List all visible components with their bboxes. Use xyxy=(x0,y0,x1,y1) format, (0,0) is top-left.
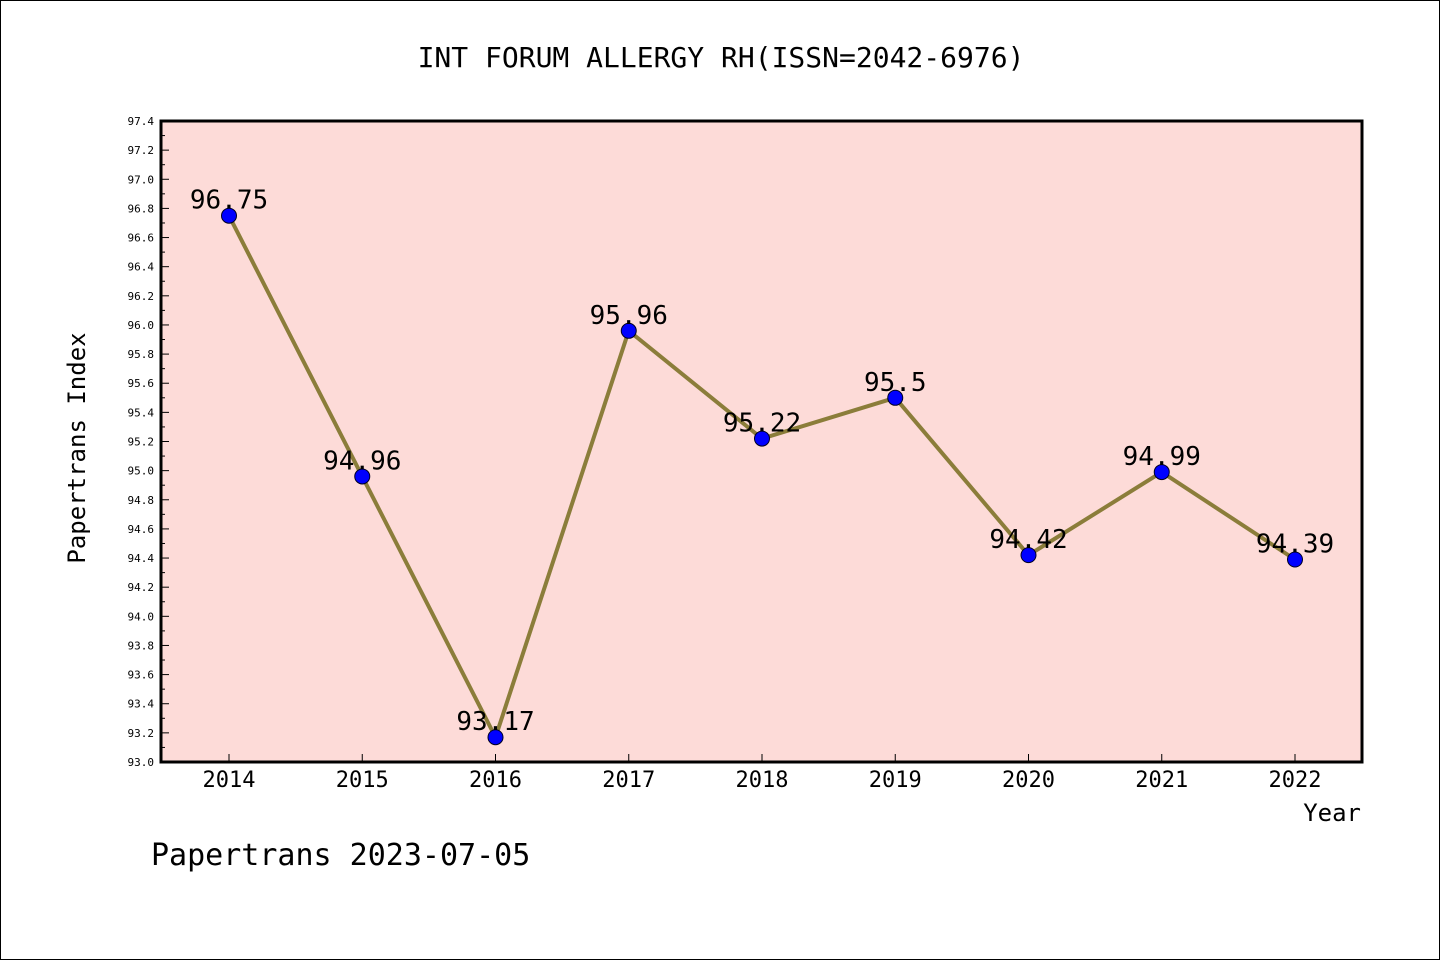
data-point xyxy=(487,729,504,746)
x-tick-label: 2016 xyxy=(469,768,522,793)
x-tick-label: 2021 xyxy=(1135,768,1188,793)
y-tick-label: 94.2 xyxy=(128,581,155,594)
y-tick-label: 95.4 xyxy=(128,406,155,419)
y-tick-label: 96.2 xyxy=(128,290,155,303)
data-point xyxy=(1020,547,1037,564)
y-tick-label: 97.4 xyxy=(128,115,155,128)
y-tick-label: 93.0 xyxy=(128,756,155,769)
data-label: 94.39 xyxy=(1256,530,1334,560)
y-tick-label: 93.8 xyxy=(128,639,155,652)
data-label: 94.96 xyxy=(323,446,401,476)
y-tick-label: 94.4 xyxy=(128,552,155,565)
x-tick-label: 2018 xyxy=(736,768,789,793)
data-label: 95.5 xyxy=(864,368,927,398)
y-tick-label: 97.2 xyxy=(128,144,155,157)
x-tick-label: 2019 xyxy=(869,768,922,793)
x-axis-label: Year xyxy=(1303,799,1361,827)
y-tick-label: 93.6 xyxy=(128,669,155,682)
footer-text: Papertrans 2023-07-05 xyxy=(151,838,530,873)
data-label: 95.96 xyxy=(590,301,668,331)
y-axis: 93.0 93.2 93.4 93.6 93.8 94.0 94.2 94.4 94.6 94.8… xyxy=(128,115,169,769)
data-label: 94.42 xyxy=(989,525,1067,555)
y-tick-label: 95.0 xyxy=(128,465,155,478)
y-tick-label: 94.0 xyxy=(128,610,155,623)
y-tick-label: 93.2 xyxy=(128,727,155,740)
y-tick-label: 95.8 xyxy=(128,348,155,361)
data-label: 93.17 xyxy=(456,707,534,737)
data-point xyxy=(221,207,237,224)
data-point xyxy=(754,430,770,447)
x-tick-label: 2015 xyxy=(336,768,389,793)
chart-title: INT FORUM ALLERGY RH(ISSN=2042-6976) xyxy=(418,41,1025,74)
y-tick-label: 96.4 xyxy=(128,261,155,274)
y-tick-label: 95.2 xyxy=(128,436,155,449)
x-tick-label: 2017 xyxy=(602,768,655,793)
series-layer: 96.75 94.96 93.17 95.96 95.22 95.5 94.42 94.99 9… xyxy=(190,186,1334,746)
data-point xyxy=(1153,464,1170,481)
x-tick-label: 2022 xyxy=(1269,768,1322,793)
data-point xyxy=(620,322,637,339)
x-tick-label: 2014 xyxy=(203,768,256,793)
data-label: 94.99 xyxy=(1123,442,1201,472)
y-tick-label: 94.8 xyxy=(128,494,155,507)
y-tick-label: 96.0 xyxy=(128,319,155,332)
data-point xyxy=(1287,551,1303,568)
data-point xyxy=(354,468,371,485)
x-tick-label: 2020 xyxy=(1002,768,1055,793)
data-label: 96.75 xyxy=(190,186,268,216)
data-label: 95.22 xyxy=(723,409,801,439)
y-axis-label: Papertrans Index xyxy=(63,332,91,563)
y-tick-label: 95.6 xyxy=(128,377,155,390)
y-tick-label: 94.6 xyxy=(128,523,155,536)
y-tick-label: 97.0 xyxy=(128,173,155,186)
y-tick-label: 93.4 xyxy=(128,698,155,711)
y-tick-label: 96.6 xyxy=(128,232,155,245)
y-tick-label: 96.8 xyxy=(128,202,155,215)
data-point xyxy=(887,389,904,406)
x-axis: 2014 2015 2016 2017 2018 2019 2020 2021 2022 xyxy=(203,754,1322,793)
